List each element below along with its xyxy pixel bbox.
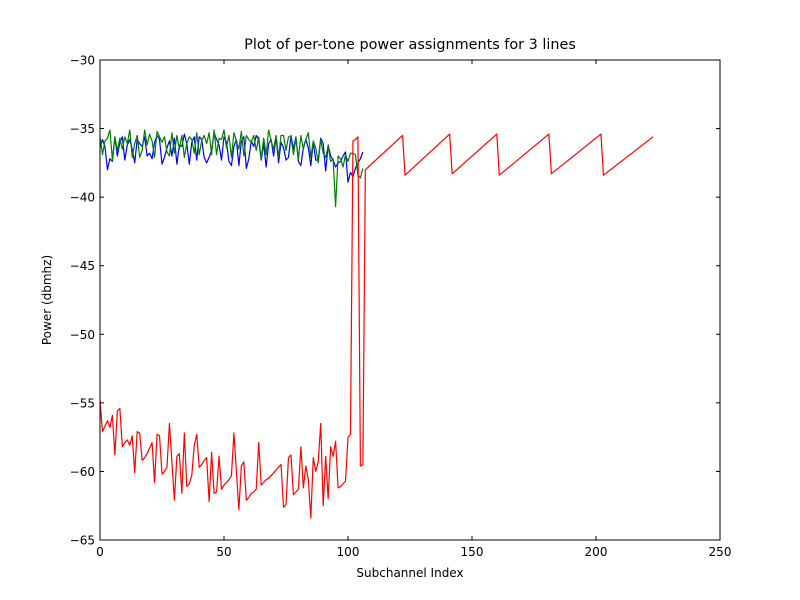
y-tick-label: −50 [70, 328, 95, 342]
y-tick-label: −60 [70, 465, 95, 479]
tick-layer: 0 50 100 150 200 250 −65 −60 −55 −50 −45 −40 −35 −30 [70, 54, 732, 560]
y-tick-label: −30 [70, 54, 95, 68]
series-line-2 [99, 129, 364, 208]
x-tick-label: 250 [709, 545, 732, 559]
series-layer [99, 129, 654, 519]
x-tick-label: 50 [216, 545, 231, 559]
y-tick-label: −35 [70, 122, 95, 136]
x-axis-label: Subchannel Index [356, 566, 463, 580]
y-tick-label: −65 [70, 534, 95, 548]
x-tick-label: 200 [585, 545, 608, 559]
plot-area [100, 60, 720, 540]
plot-frame [99, 59, 721, 541]
x-tick-label: 100 [337, 545, 360, 559]
y-tick-label: −45 [70, 259, 95, 273]
y-axis-label: Power (dbmhz) [40, 255, 54, 345]
y-tick-label: −40 [70, 191, 95, 205]
series-line-3 [99, 133, 654, 519]
x-tick-label: 0 [96, 545, 104, 559]
y-tick-label: −55 [70, 396, 95, 410]
chart-title: Plot of per-tone power assignments for 3… [244, 37, 576, 53]
x-tick-label: 150 [461, 545, 484, 559]
